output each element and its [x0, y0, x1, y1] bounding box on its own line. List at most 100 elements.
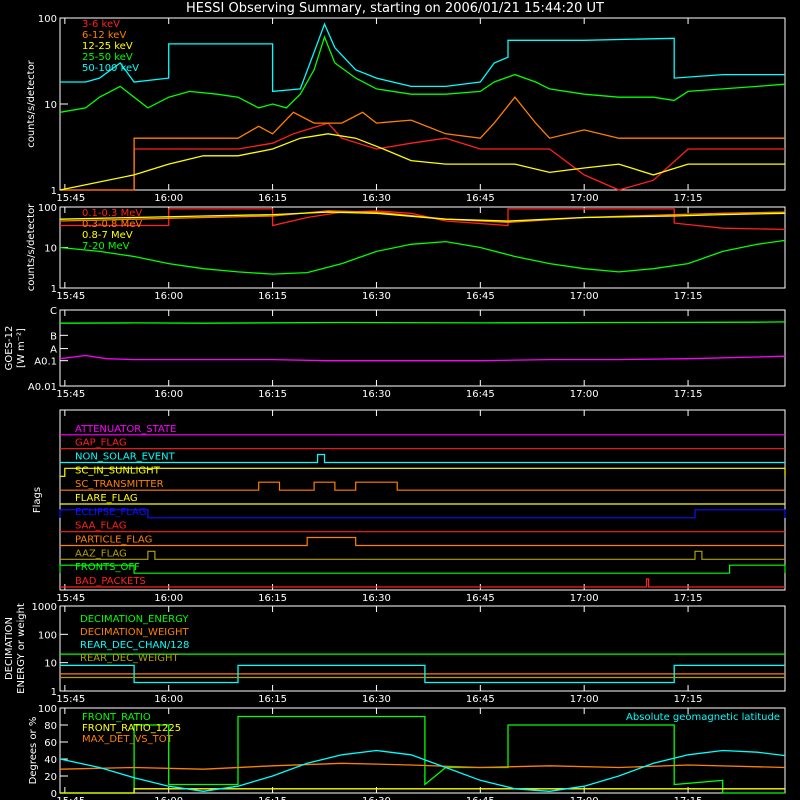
- time-tick-label: 15:45: [56, 694, 85, 705]
- time-tick-label: 16:45: [466, 796, 495, 800]
- time-tick-label: 16:00: [154, 389, 183, 400]
- y-tick-label: 100: [38, 704, 57, 715]
- lightcurves-legend-entry: 25-50 keV: [82, 52, 133, 63]
- time-tick-label: 15:45: [56, 796, 85, 800]
- y-tick-label: 10: [44, 244, 57, 255]
- flag-row-label: FLARE_FLAG: [75, 493, 138, 504]
- flag-row-line: [60, 550, 785, 560]
- time-tick-label: 17:00: [570, 593, 599, 604]
- y-tick-label: 80: [44, 721, 57, 732]
- ratios-series-line: [60, 788, 785, 794]
- y-tick-label: C: [50, 306, 57, 317]
- flag-row-line: [60, 453, 785, 464]
- panels-group: 15:45 16:00 16:15 16:30 16:45 17:00 17:1510010…: [4, 14, 786, 800]
- y-tick-label: A: [50, 345, 57, 356]
- y-tick-label: 1: [51, 687, 57, 698]
- lightcurves-series-line: [59, 133, 785, 191]
- time-tick-label: 16:30: [362, 796, 391, 800]
- flag-row-line: [60, 481, 785, 491]
- monitor_rates-legend-entry: 0.8-7 MeV: [82, 230, 133, 241]
- flag-row-line: [60, 536, 785, 547]
- ratios-legend-entry: FRONT_RATIO: [82, 712, 151, 723]
- time-tick-label: 16:30: [362, 291, 391, 302]
- y-tick-label: 10: [44, 659, 57, 670]
- decimation-series-line: [60, 664, 785, 684]
- flag-row-label: SC_IN_SUNLIGHT: [75, 465, 161, 476]
- time-tick-label: 16:30: [362, 193, 391, 204]
- time-tick-label: 15:45: [56, 593, 85, 604]
- time-tick-label: 16:00: [154, 694, 183, 705]
- flag-row-label: PARTICLE_FLAG: [75, 535, 152, 546]
- axis-label: ENERGY or weight: [16, 603, 27, 694]
- time-tick-label: 15:45: [56, 193, 85, 204]
- time-tick-label: 17:00: [570, 796, 599, 800]
- time-tick-label: 16:30: [362, 593, 391, 604]
- ratios-legend-entry: FRONT_RATIO_1225: [82, 723, 181, 734]
- ratios-series-line: [59, 749, 786, 792]
- decimation-frame: [59, 605, 786, 692]
- y-tick-label: B: [50, 331, 57, 342]
- time-tick-label: 17:15: [674, 694, 703, 705]
- time-tick-label: 16:00: [154, 291, 183, 302]
- y-tick-label: 0: [51, 789, 57, 800]
- flags-frame: [59, 409, 786, 591]
- flag-row-label: ATTENUATOR_STATE: [75, 424, 176, 435]
- ratios-series-line: [60, 715, 785, 794]
- y-tick-label: 60: [44, 738, 57, 749]
- time-tick-label: 17:00: [570, 694, 599, 705]
- time-tick-label: 16:45: [466, 389, 495, 400]
- axis-label: GOES-12: [4, 326, 15, 371]
- time-tick-label: 16:30: [362, 694, 391, 705]
- time-tick-label: 16:00: [154, 593, 183, 604]
- goes-frame: [59, 309, 786, 387]
- axis-label: counts/s/detector: [26, 203, 37, 291]
- time-tick-label: 16:00: [154, 193, 183, 204]
- flag-row-line: [60, 578, 785, 588]
- time-tick-label: 16:15: [258, 593, 287, 604]
- axis-label: Flags: [32, 487, 43, 513]
- ratios-series-line: [59, 762, 786, 770]
- decimation-legend-entry: REAR_DEC_CHAN/128: [80, 640, 189, 651]
- lightcurves-series-line: [60, 22, 785, 93]
- time-tick-label: 17:15: [674, 593, 703, 604]
- monitor_rates-series-line: [59, 239, 786, 275]
- time-tick-label: 16:45: [466, 694, 495, 705]
- ratios-frame: [59, 707, 786, 794]
- time-tick-label: 16:15: [258, 796, 287, 800]
- y-tick-label: 100: [38, 630, 57, 641]
- axis-label: counts/s/detector: [26, 59, 37, 147]
- y-tick-label: 100: [38, 203, 57, 214]
- lightcurves-legend-entry: 3-6 keV: [82, 19, 120, 30]
- y-tick-label: 1: [51, 186, 57, 197]
- axis-label: DECIMATION: [4, 617, 15, 680]
- flag-row-line: [60, 467, 786, 477]
- time-tick-label: 17:00: [570, 193, 599, 204]
- monitor_rates-legend-entry: 7-20 MeV: [82, 241, 130, 252]
- flag-row-label: ECLIPSE_FLAG: [75, 507, 146, 518]
- monitor_rates-series-line: [60, 208, 786, 231]
- time-tick-label: 16:15: [258, 193, 287, 204]
- flag-row-label: NON_SOLAR_EVENT: [75, 452, 176, 463]
- lightcurves-legend-entry: 12-25 keV: [82, 41, 133, 52]
- y-tick-label: 10: [44, 100, 57, 111]
- axis-label: Degrees or %: [28, 717, 39, 785]
- y-tick-label: A0.01: [28, 382, 57, 393]
- ratios-legend-entry: MAX_DET_VS_TOT: [82, 734, 174, 745]
- monitor_rates-legend-entry: 0.3-0.8 MeV: [82, 219, 142, 230]
- lightcurves-series-line: [60, 122, 785, 191]
- axis-label: [W m⁻²]: [16, 328, 27, 368]
- time-tick-label: 16:00: [154, 796, 183, 800]
- time-tick-label: 17:15: [674, 291, 703, 302]
- time-tick-label: 16:15: [258, 389, 287, 400]
- lightcurves-series-line: [59, 35, 786, 113]
- time-tick-label: 15:45: [56, 389, 85, 400]
- decimation-legend-entry: DECIMATION_ENERGY: [80, 614, 189, 625]
- flag-row-line: [59, 564, 786, 574]
- time-tick-label: 17:15: [674, 796, 703, 800]
- flag-row-label: BAD_PACKETS: [75, 576, 146, 587]
- chart-title: HESSI Observing Summary, starting on 200…: [186, 1, 604, 16]
- flag-row-label: GAP_FLAG: [75, 438, 127, 449]
- y-tick-label: 20: [44, 772, 57, 783]
- flag-row-label: SC_TRANSMITTER: [75, 479, 164, 490]
